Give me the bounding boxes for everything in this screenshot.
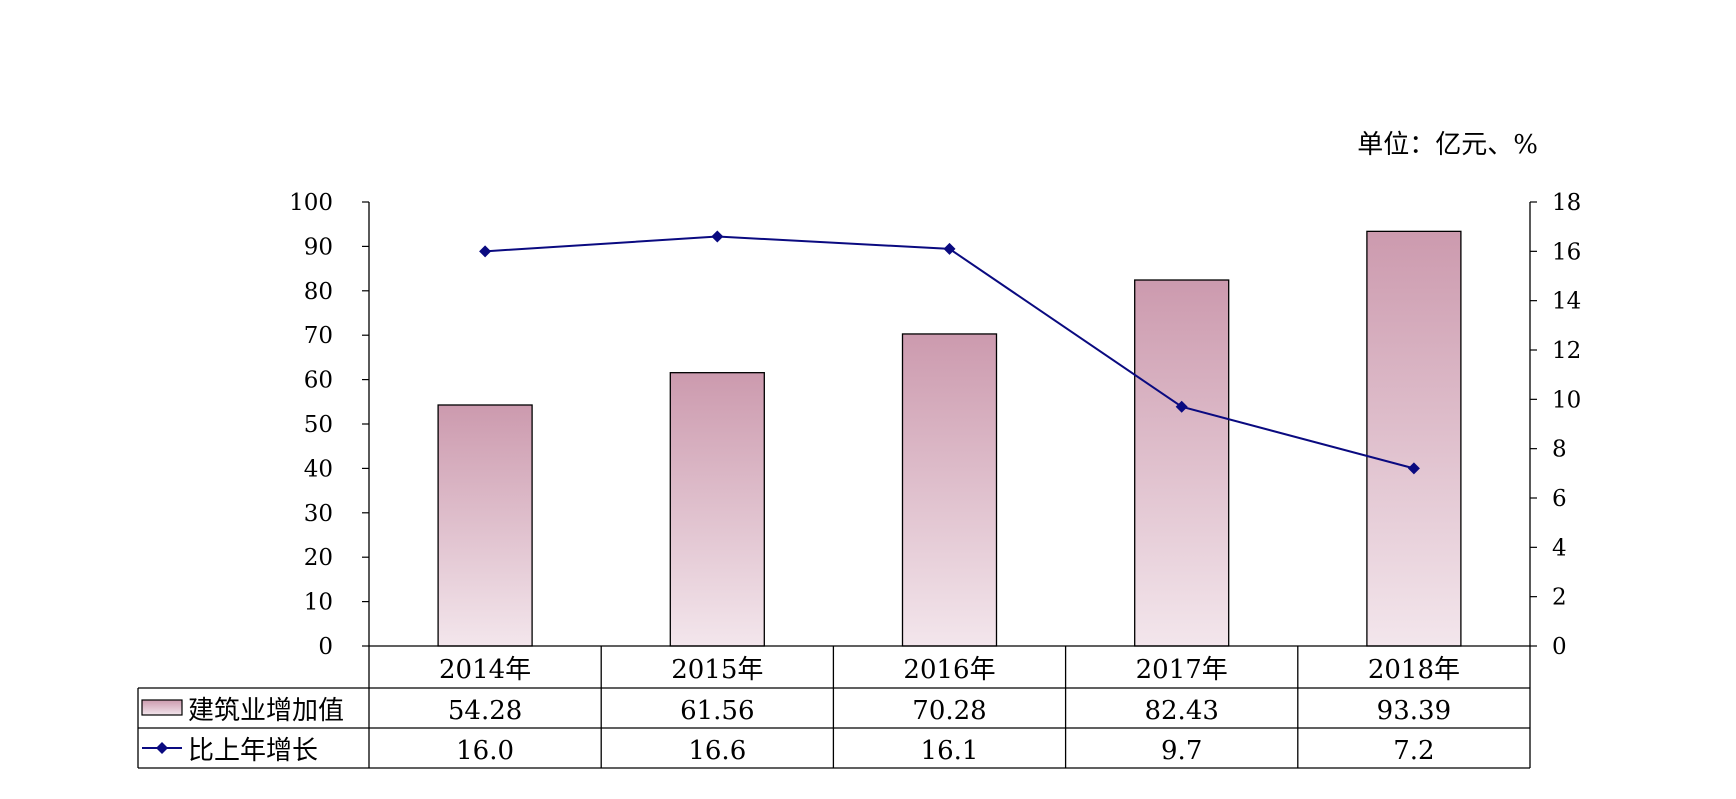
bar-value-label: 70.28 (912, 696, 986, 726)
y-right-tick-label: 14 (1552, 289, 1581, 315)
y-left-tick-label: 50 (304, 412, 333, 438)
line-marker (711, 230, 724, 243)
x-tick-label: 2014年 (439, 655, 531, 685)
y-left-tick-label: 10 (304, 590, 333, 616)
bar-value-label: 61.56 (680, 696, 754, 726)
bar (669, 372, 765, 647)
legend-swatch-bar (141, 699, 183, 716)
y-right-tick-label: 10 (1552, 387, 1581, 413)
x-tick-label: 2018年 (1368, 655, 1460, 685)
growth-value-label: 16.1 (921, 736, 979, 766)
y-left-tick-label: 60 (304, 368, 333, 394)
x-tick-label: 2015年 (671, 655, 763, 685)
y-left-tick-label: 20 (304, 545, 333, 571)
y-left-tick-label: 0 (318, 634, 333, 660)
bar-value-label: 82.43 (1144, 696, 1218, 726)
line-marker (1407, 462, 1420, 475)
x-tick-label: 2017年 (1136, 655, 1228, 685)
growth-value-label: 16.6 (688, 736, 746, 766)
bar-value-label: 54.28 (448, 696, 522, 726)
bar (437, 404, 533, 647)
y-right-tick-label: 12 (1552, 338, 1581, 364)
line-marker (1175, 400, 1188, 413)
y-right-tick-label: 6 (1552, 486, 1567, 512)
legend-label-line: 比上年增长 (188, 736, 318, 766)
bar (1366, 230, 1462, 647)
y-left-tick-label: 70 (304, 323, 333, 349)
y-right-tick-label: 16 (1552, 239, 1581, 265)
unit-label: 单位：亿元、% (1357, 130, 1538, 160)
y-right-tick-label: 18 (1552, 190, 1581, 216)
y-left-tick-label: 80 (304, 279, 333, 305)
legend-label-bar: 建筑业增加值 (188, 696, 344, 726)
legend-marker-line (156, 742, 168, 754)
y-left-tick-label: 90 (304, 234, 333, 260)
y-left-tick-label: 40 (304, 456, 333, 482)
y-right-tick-label: 8 (1552, 437, 1567, 463)
growth-value-label: 7.2 (1393, 736, 1434, 766)
bar (901, 333, 998, 647)
y-right-tick-label: 2 (1552, 585, 1567, 611)
y-right-tick-label: 0 (1552, 634, 1567, 660)
y-right-tick-label: 4 (1552, 535, 1567, 561)
x-tick-label: 2016年 (903, 655, 995, 685)
line-marker (479, 245, 492, 258)
bar-value-label: 93.39 (1377, 696, 1451, 726)
growth-value-label: 16.0 (456, 736, 514, 766)
growth-value-label: 9.7 (1161, 736, 1202, 766)
y-left-tick-label: 30 (304, 501, 333, 527)
line-marker (943, 242, 956, 255)
y-left-tick-label: 100 (289, 190, 333, 216)
bar (1134, 279, 1230, 647)
